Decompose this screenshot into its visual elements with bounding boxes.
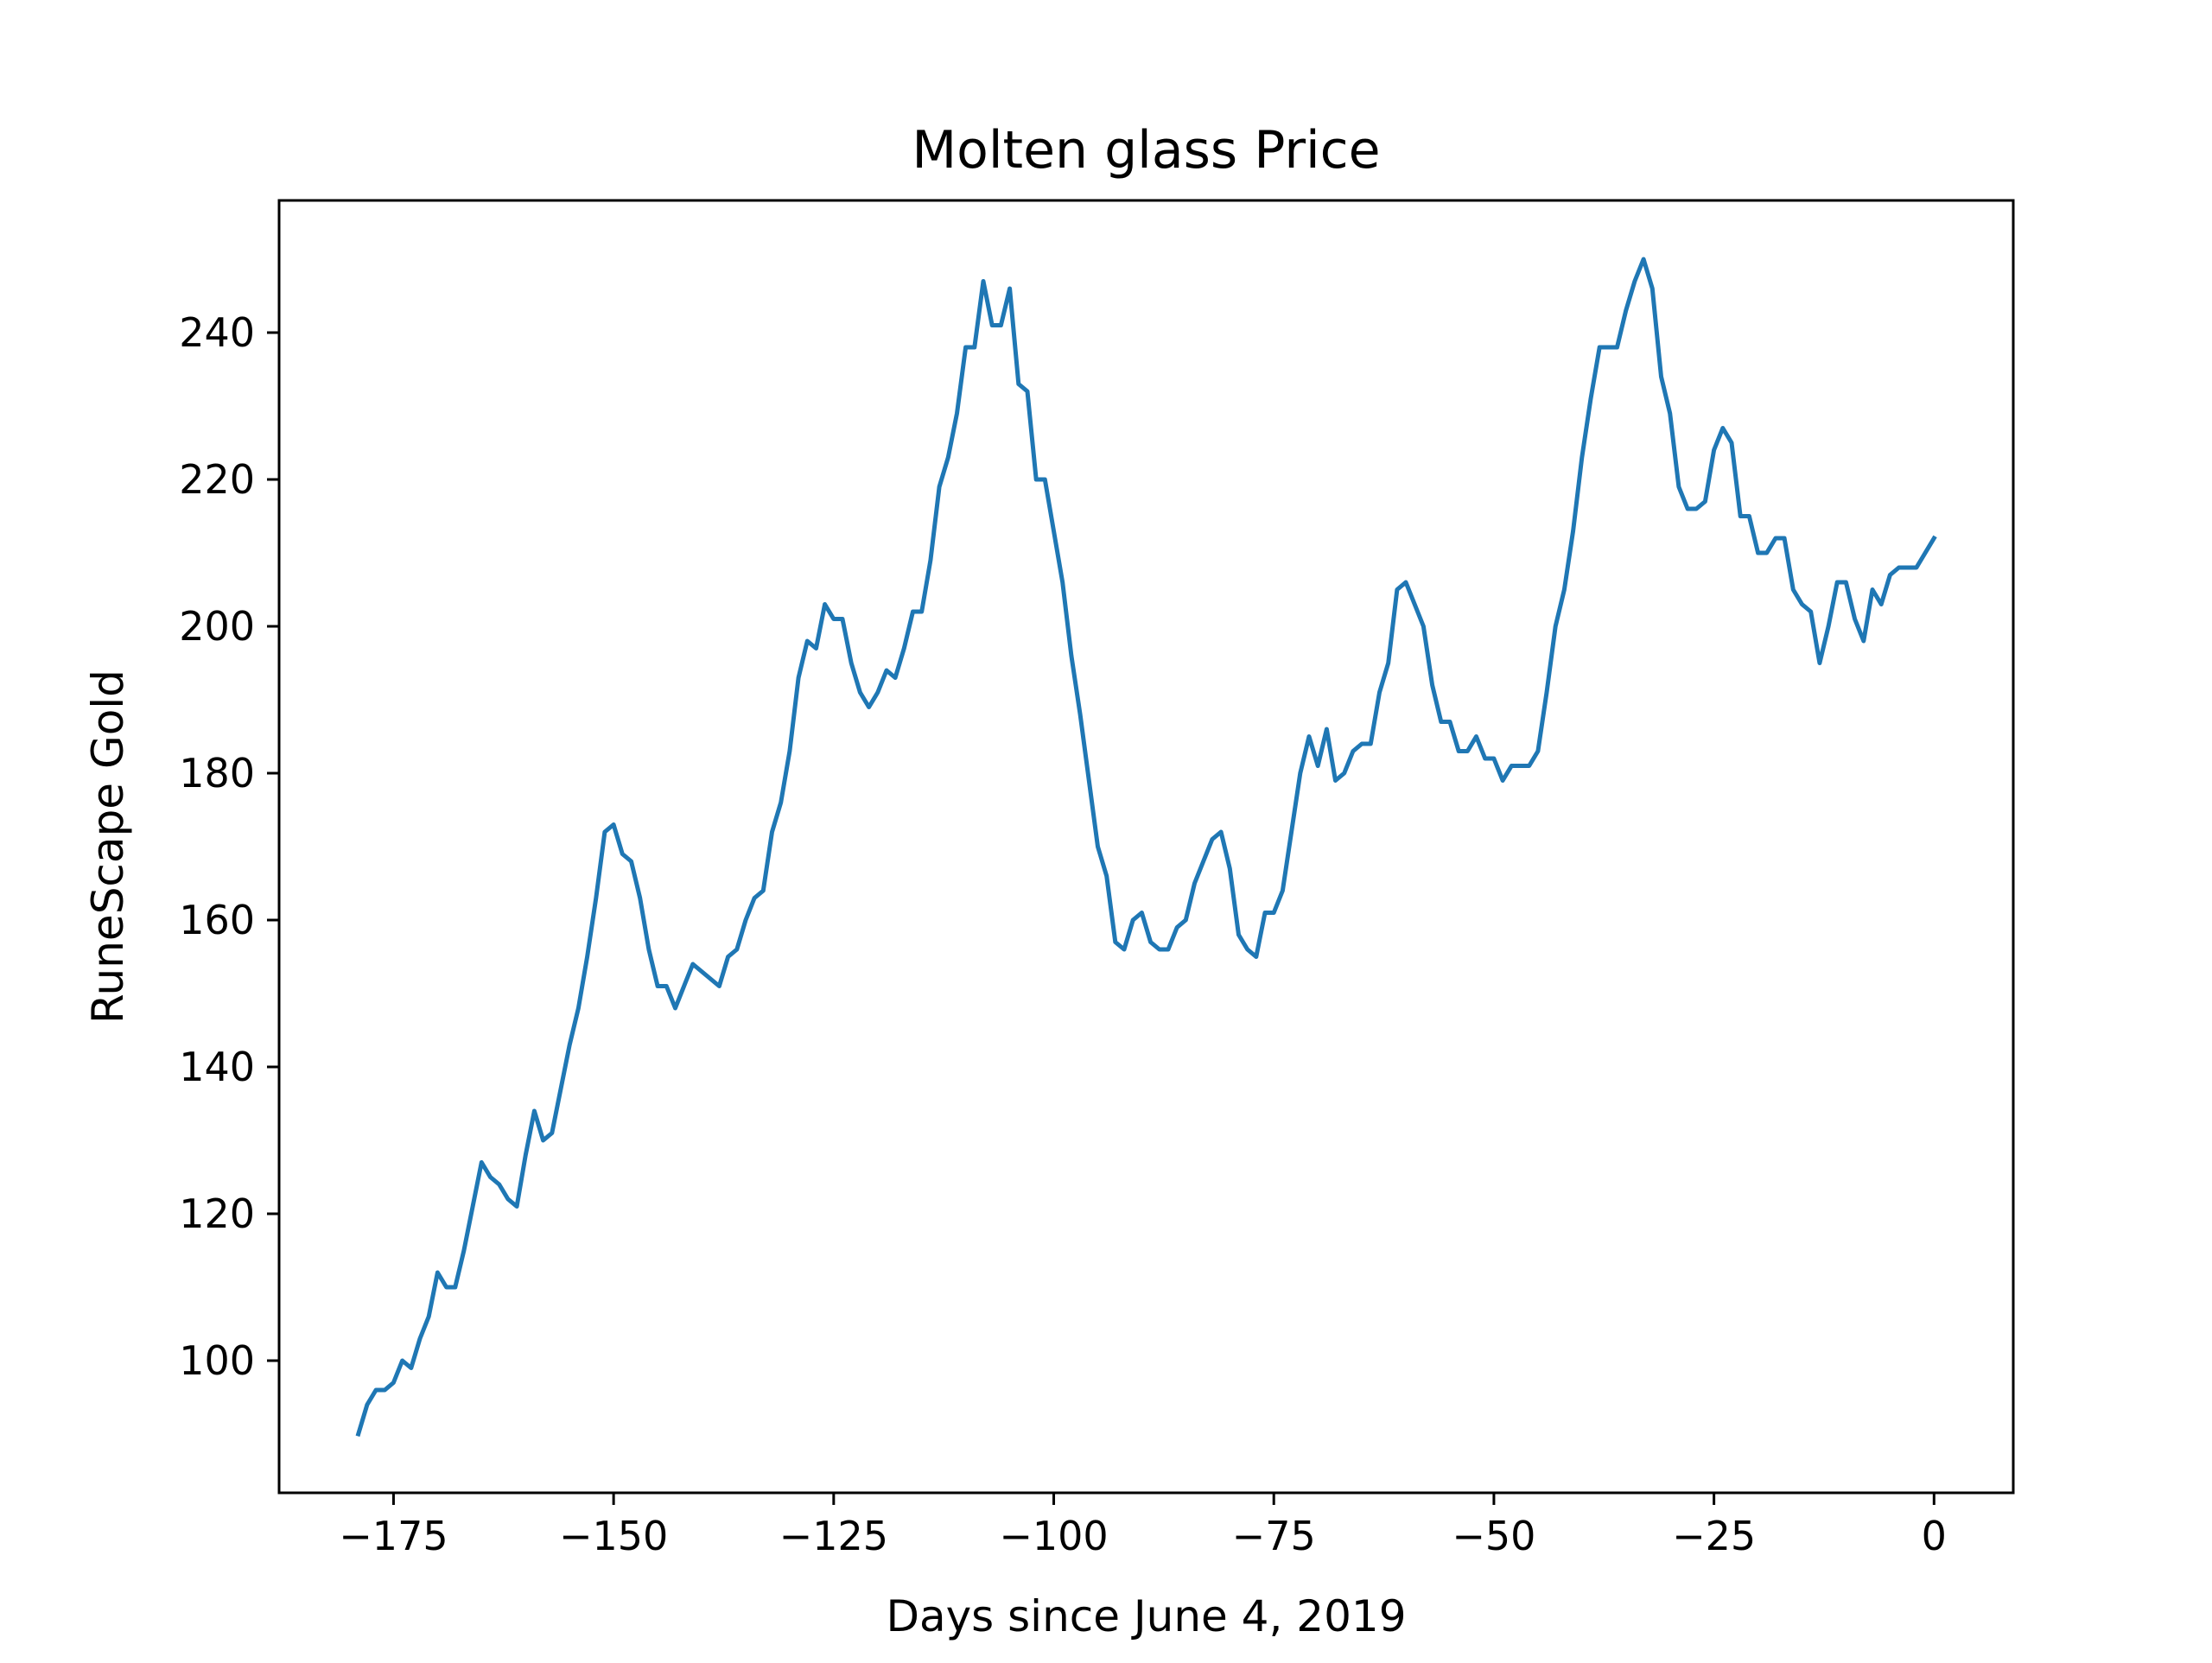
- x-tick-label: −25: [1672, 1513, 1756, 1559]
- y-tick-label: 180: [179, 750, 255, 797]
- y-tick-label: 160: [179, 897, 255, 943]
- x-axis-ticks: −175 −150 −125 −100 −75 −50 −25 0: [339, 1493, 1947, 1559]
- x-tick-label: −75: [1232, 1513, 1316, 1559]
- x-tick-label: −50: [1452, 1513, 1535, 1559]
- price-series-line: [355, 257, 1937, 1438]
- x-tick-label: −175: [339, 1513, 448, 1559]
- y-tick-label: 240: [179, 309, 255, 356]
- y-axis-label: RuneScape Gold: [83, 670, 133, 1024]
- y-tick-label: 220: [179, 456, 255, 503]
- y-tick-label: 100: [179, 1337, 255, 1384]
- y-tick-label: 140: [179, 1044, 255, 1090]
- y-axis-ticks: 100 120 140 160 180 200 220 240: [179, 309, 279, 1384]
- plot-area-frame: [277, 199, 2015, 1495]
- y-tick-label: 200: [179, 603, 255, 650]
- x-tick-label: −150: [559, 1513, 668, 1559]
- y-tick-label: 120: [179, 1190, 255, 1237]
- x-axis-label: Days since June 4, 2019: [886, 1591, 1406, 1641]
- x-tick-label: 0: [1922, 1513, 1947, 1559]
- x-tick-label: −125: [779, 1513, 888, 1559]
- x-tick-label: −100: [999, 1513, 1108, 1559]
- chart-title: Molten glass Price: [912, 120, 1380, 181]
- series-layer: [355, 257, 1937, 1438]
